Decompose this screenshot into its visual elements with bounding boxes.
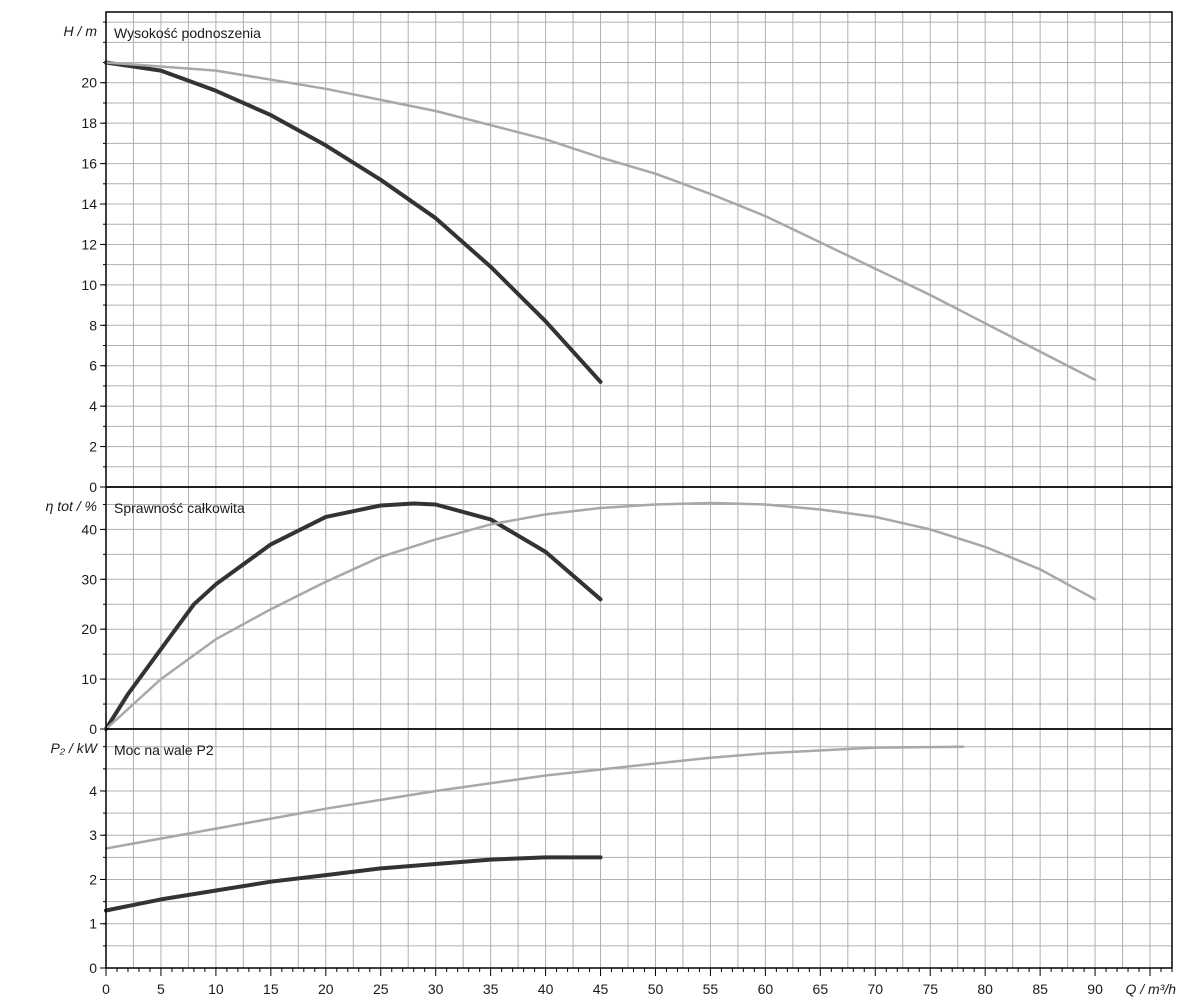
panel-efficiency: 0 10 20 30 40 η tot / % Sprawność całkowita [46, 486, 1173, 737]
y-axis-label: η tot / % [46, 498, 97, 514]
y-tick-label: 6 [89, 358, 97, 374]
x-tick-label: 20 [318, 981, 334, 997]
y-axis-label: H / m [64, 23, 98, 39]
series-line-dark [104, 855, 603, 913]
x-tick-label: 55 [703, 981, 719, 997]
x-tick-label: 90 [1087, 981, 1103, 997]
panel-frame [105, 728, 1173, 969]
x-tick-label: 60 [758, 981, 774, 997]
x-tick-label: 85 [1032, 981, 1048, 997]
y-tick-label: 10 [81, 277, 97, 293]
x-tick-label: 50 [648, 981, 664, 997]
y-tick-label: 18 [81, 115, 97, 131]
grid-lines [132, 12, 1151, 968]
y-tick-label: 0 [89, 479, 97, 495]
y-tick-label: 1 [89, 916, 97, 932]
x-tick-label: 65 [813, 981, 829, 997]
panel-title: Wysokość podnoszenia [114, 25, 261, 41]
series-line-light [104, 745, 965, 850]
y-tick-label: 2 [89, 439, 97, 455]
series-line-dark [104, 501, 603, 731]
x-tick-label: 35 [483, 981, 499, 997]
x-tick-label: 45 [593, 981, 609, 997]
y-tick-label: 0 [89, 960, 97, 976]
series-line-dark [104, 60, 603, 384]
y-tick-label: 14 [81, 196, 97, 212]
y-tick-label: 20 [81, 75, 97, 91]
x-tick-label: 80 [977, 981, 993, 997]
panel-head: 0 2 4 6 8 10 12 14 16 18 20 H / m Wysokość podnoszen… [64, 11, 1173, 495]
y-tick-label: 40 [81, 521, 97, 537]
series-line-light [104, 61, 1097, 382]
x-tick-label: 15 [263, 981, 279, 997]
y-tick-label: 8 [89, 317, 97, 333]
x-axis: 0 5 10 15 20 25 30 35 40 45 50 55 60 65 70 75 80 85 90 Q / … [102, 968, 1176, 997]
x-tick-label: 30 [428, 981, 444, 997]
x-tick-label: 25 [373, 981, 389, 997]
panel-title: Moc na wale P2 [114, 742, 214, 758]
y-tick-label: 30 [81, 571, 97, 587]
y-tick-label: 12 [81, 236, 97, 252]
y-tick-label: 16 [81, 156, 97, 172]
series-line-light [104, 501, 1097, 731]
y-tick-label: 3 [89, 827, 97, 843]
x-tick-label: 70 [867, 981, 883, 997]
x-axis-label: Q / m³/h [1125, 981, 1176, 997]
panel-title: Sprawność całkowita [114, 500, 245, 516]
x-tick-label: 75 [922, 981, 938, 997]
y-tick-label: 4 [89, 398, 97, 414]
y-tick-label: 10 [81, 671, 97, 687]
x-tick-label: 5 [157, 981, 165, 997]
y-tick-label: 2 [89, 871, 97, 887]
x-tick-label: 0 [102, 981, 110, 997]
x-tick-label: 10 [208, 981, 224, 997]
x-tick-label: 40 [538, 981, 554, 997]
y-tick-label: 0 [89, 721, 97, 737]
y-axis-label: P₂ / kW [50, 740, 98, 756]
panel-power: 0 1 2 3 4 P₂ / kW Moc na wale P2 [50, 728, 1173, 976]
y-tick-label: 20 [81, 621, 97, 637]
y-tick-label: 4 [89, 783, 97, 799]
